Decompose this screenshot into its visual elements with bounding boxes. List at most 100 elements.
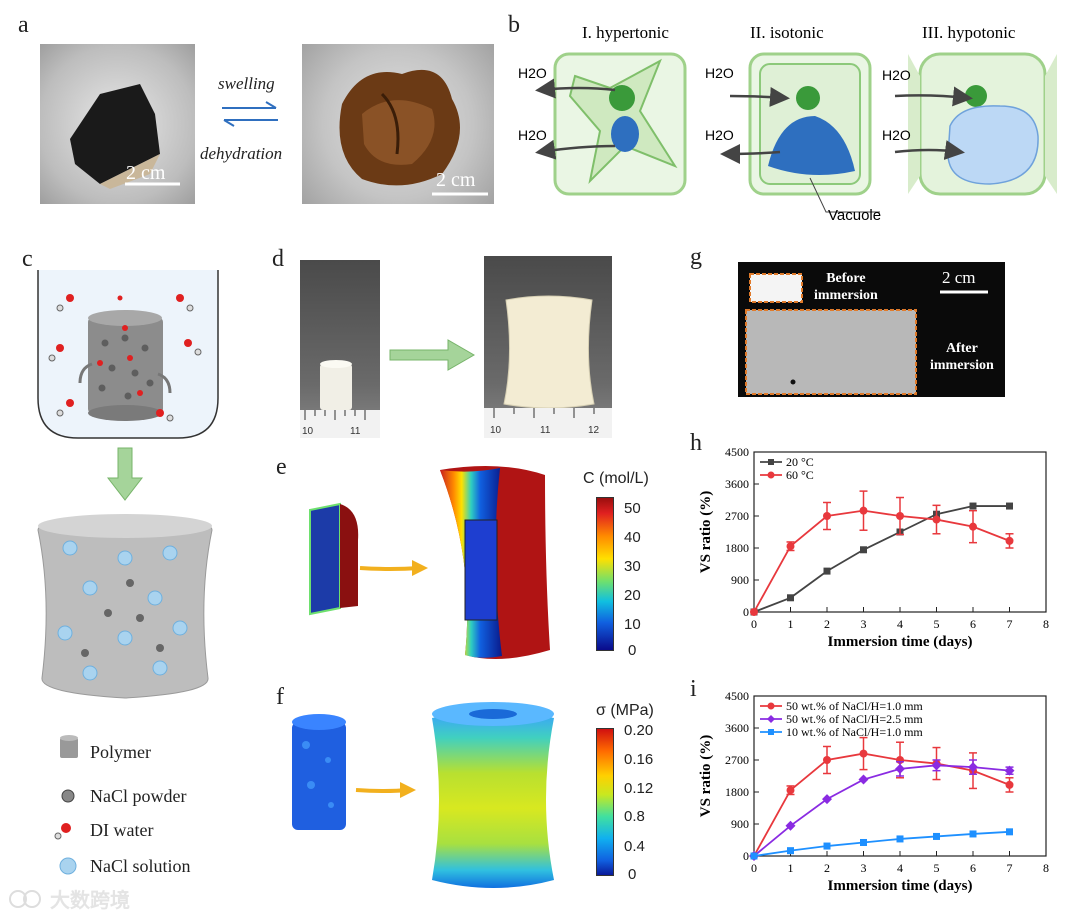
data-point (969, 830, 977, 838)
nucleus-isotonic (796, 86, 820, 110)
y-axis-label: VS ratio (%) (698, 735, 714, 818)
panel-label-g: g (690, 244, 702, 270)
data-point (860, 546, 867, 554)
colorbar-tick: 0 (628, 642, 637, 659)
x-tick-label: 2 (824, 617, 830, 631)
data-point (896, 512, 904, 520)
data-point (859, 749, 868, 758)
x-axis-label: Immersion time (days) (828, 878, 973, 894)
y-tick-label: 900 (731, 573, 749, 587)
data-point (786, 786, 795, 795)
legend-label: 10 wt.% of NaCl/H=1.0 mm (786, 725, 923, 739)
series-line (753, 509, 1010, 613)
x-tick-label: 8 (1043, 861, 1049, 875)
legend-marker (768, 459, 774, 465)
colorbar-tick: 30 (624, 558, 641, 575)
fungus-dry-photo: 2 cm (40, 44, 195, 204)
data-point (969, 502, 977, 510)
data-point (750, 852, 758, 860)
water-molecules (48, 294, 202, 422)
legend-marker (767, 702, 775, 710)
x-axis-label: Immersion time (days) (828, 634, 973, 650)
colorbar-title-f: σ (MPa) (596, 702, 654, 719)
x-tick-label: 0 (751, 617, 757, 631)
before-label: Before immersion (814, 270, 878, 304)
colorbar-tick: 0.20 (624, 722, 654, 739)
data-point (823, 512, 831, 520)
down-arrow-icon (106, 447, 144, 501)
nacl-powder-legend-icon (61, 789, 75, 803)
data-point (933, 832, 940, 840)
y-tick-label: 0 (743, 605, 749, 619)
x-tick-label: 3 (861, 617, 867, 631)
y-tick-label: 0 (743, 849, 749, 863)
scale-label-left: 2 cm (126, 162, 166, 184)
legend-marker (767, 715, 775, 723)
x-tick-label: 6 (970, 861, 976, 875)
h2o-label: H2O (705, 65, 734, 81)
data-point (787, 847, 794, 855)
ruler-tick-label: 11 (540, 425, 551, 436)
x-tick-label: 7 (1007, 617, 1013, 631)
legend-marker (767, 471, 775, 479)
legend-label: 20 °C (786, 455, 814, 469)
data-point (896, 835, 904, 843)
data-point (785, 820, 796, 831)
data-point (968, 762, 978, 773)
panel-label-e: e (276, 454, 287, 480)
data-point (858, 774, 869, 785)
nucleus-hypertonic (609, 85, 635, 111)
y-tick-label: 900 (731, 817, 749, 831)
chart-h: 0 1 2 3 4 5 6 7 8 0 900 1800 2700 3600 4500 Immersion t… (698, 445, 1049, 650)
colorbar-title-e: C (mol/L) (583, 470, 649, 487)
data-point (969, 522, 977, 531)
series-line (753, 764, 1010, 857)
legend-label: 50 wt.% of NaCl/H=2.5 mm (786, 712, 923, 726)
data-point (860, 838, 867, 846)
colorbar-tick: 0.12 (624, 780, 654, 797)
series-line (753, 505, 1010, 613)
data-point (932, 515, 941, 524)
sample-after-photo: 10 11 12 (484, 256, 612, 438)
data-point (931, 760, 942, 771)
data-point (1004, 765, 1015, 776)
legend-di-water: DI water (90, 820, 154, 840)
sample-before-photo: 10 11 (300, 260, 380, 438)
data-point (1005, 536, 1014, 545)
after-label-line: immersion (930, 358, 994, 373)
x-tick-label: 8 (1043, 617, 1049, 631)
data-point (1005, 780, 1014, 789)
vacuole-label: Vacuole (828, 207, 881, 224)
data-point (786, 542, 795, 551)
swelling-mechanism-diagram (37, 270, 219, 875)
x-tick-label: 0 (751, 861, 757, 875)
y-tick-label: 1800 (725, 785, 749, 799)
h2o-label: H2O (518, 127, 547, 143)
sample-sheet-photo (738, 262, 1005, 397)
reversible-arrows-icon (222, 101, 278, 127)
watermark-text: 大数跨境 (50, 888, 130, 912)
legend-label: 60 °C (786, 468, 814, 482)
data-point (1006, 828, 1013, 836)
x-tick-label: 2 (824, 861, 830, 875)
data-point (823, 567, 831, 575)
di-water-legend-icon (61, 823, 71, 833)
y-tick-label: 1800 (725, 541, 749, 555)
data-point (823, 842, 831, 850)
panel-label-f: f (276, 684, 284, 710)
colorbar-tick: 0.16 (624, 751, 654, 768)
y-tick-label: 3600 (725, 477, 749, 491)
x-tick-label: 7 (1007, 861, 1013, 875)
concentration-simulation (309, 466, 550, 659)
h2o-label: H2O (882, 67, 911, 83)
x-tick-label: 1 (788, 861, 794, 875)
vacuole-large (947, 105, 1039, 185)
y-tick-label: 4500 (725, 445, 749, 459)
panel-label-i: i (690, 676, 697, 702)
nacl-powder-particles (81, 579, 164, 657)
x-tick-label: 1 (788, 617, 794, 631)
x-tick-label: 5 (934, 861, 940, 875)
legend-nacl-solution: NaCl solution (90, 856, 191, 876)
colorbar-f (596, 728, 614, 876)
nucleus-hypotonic (965, 85, 987, 107)
